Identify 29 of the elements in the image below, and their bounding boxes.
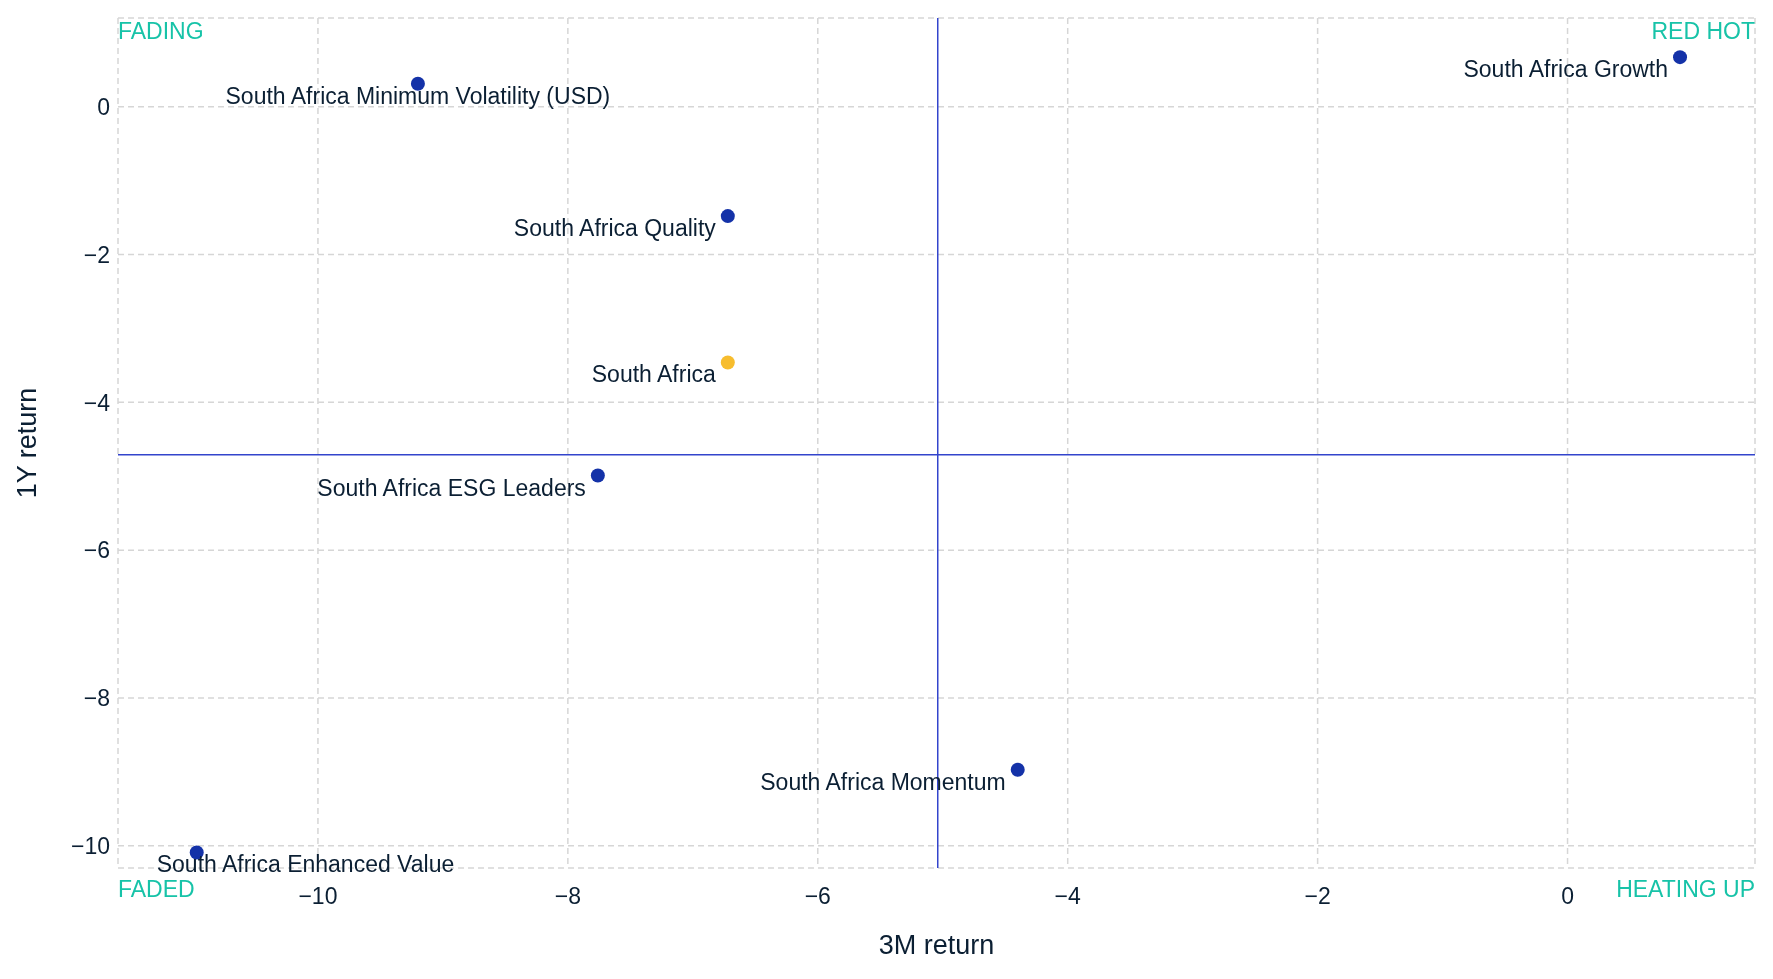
annotation: FADING (118, 18, 204, 45)
y-tick-label: −6 (83, 537, 110, 564)
annotation: RED HOT (1651, 18, 1755, 45)
point (720, 355, 735, 370)
y-tick-label: −4 (83, 389, 111, 416)
y-tick-label: −8 (83, 685, 110, 712)
x-tick-label: −6 (804, 883, 831, 910)
x-tick-label: −4 (1054, 883, 1082, 910)
point (1673, 50, 1688, 65)
series-label: South Africa (591, 361, 717, 388)
y-tick-label: −2 (83, 241, 110, 268)
x-axis-title: 3M return (878, 930, 995, 960)
text: HEATING UP (1616, 876, 1755, 903)
x-tick-label: −8 (554, 883, 581, 910)
series-label: South Africa Enhanced Value (156, 851, 455, 878)
point (1010, 762, 1025, 777)
x-tick-label: −2 (1304, 883, 1331, 910)
y-tick-label: 0 (97, 93, 110, 120)
series-label: South Africa Minimum Volatility (USD) (225, 82, 611, 109)
series-label: South Africa Quality (513, 215, 717, 242)
y-tick-label: −10 (70, 832, 110, 859)
x-tick-label: −10 (298, 883, 338, 910)
series-label: South Africa ESG Leaders (317, 474, 586, 501)
series-label: South Africa Growth (1463, 56, 1669, 83)
point (590, 468, 605, 483)
y-axis-title: 1Y return (11, 387, 42, 499)
point (720, 209, 735, 224)
text: FADED (118, 876, 195, 903)
x-tick-label: 0 (1561, 883, 1574, 910)
